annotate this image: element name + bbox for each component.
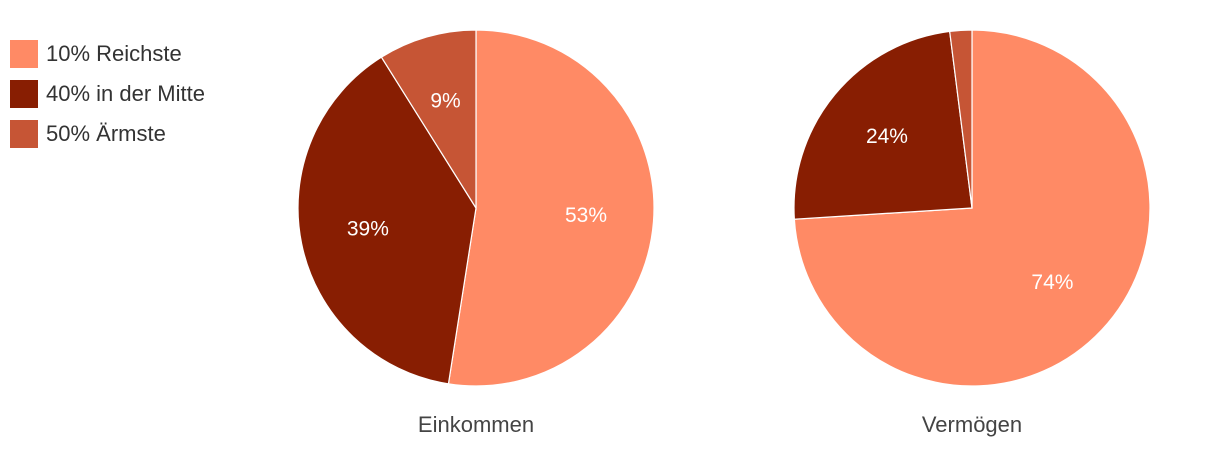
pie-slice-vermoegen-poorest bbox=[949, 29, 973, 209]
legend-label-poorest: 50% Ärmste bbox=[46, 121, 166, 146]
chart-title-vermoegen: Vermögen bbox=[922, 412, 1022, 437]
pie-slice-vermoegen-middle bbox=[793, 30, 973, 220]
legend-item-poorest: 50% Ärmste bbox=[10, 120, 205, 148]
legend-swatch-middle bbox=[10, 80, 38, 108]
legend-item-richest: 10% Reichste bbox=[10, 40, 205, 68]
legend-label-middle: 40% in der Mitte bbox=[46, 81, 205, 106]
slice-label-einkommen-richest: 53% bbox=[565, 204, 607, 227]
legend: 10% Reichste 40% in der Mitte 50% Ärmste bbox=[10, 40, 205, 160]
chart-title-einkommen: Einkommen bbox=[418, 412, 534, 437]
pie-vermoegen: 74% 24% Vermögen bbox=[793, 29, 1151, 437]
pie-slice-einkommen-richest bbox=[447, 29, 655, 387]
legend-item-middle: 40% in der Mitte bbox=[10, 80, 205, 108]
legend-label-richest: 10% Reichste bbox=[46, 41, 182, 66]
pie-slice-einkommen-middle bbox=[297, 56, 477, 385]
slice-label-vermoegen-middle: 24% bbox=[866, 125, 908, 148]
pie-slice-einkommen-poorest bbox=[380, 29, 477, 211]
pie-einkommen: 53% 39% 9% Einkommen bbox=[297, 29, 655, 437]
slice-label-einkommen-middle: 39% bbox=[347, 218, 389, 241]
legend-swatch-poorest bbox=[10, 120, 38, 148]
legend-swatch-richest bbox=[10, 40, 38, 68]
slice-label-vermoegen-richest: 74% bbox=[1031, 271, 1073, 294]
slice-label-einkommen-poorest: 9% bbox=[430, 89, 460, 112]
